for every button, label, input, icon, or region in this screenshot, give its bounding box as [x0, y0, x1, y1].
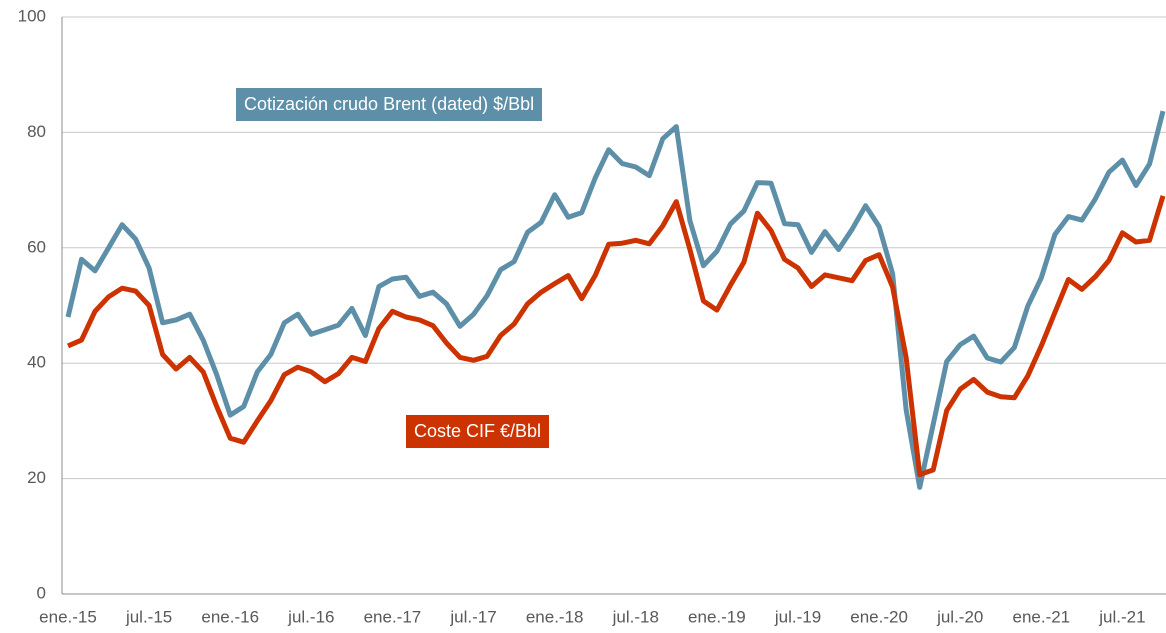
series-label: Coste CIF €/Bbl	[406, 415, 550, 448]
x-tick-label: jul.-20	[936, 607, 983, 626]
y-tick-label: 80	[27, 122, 46, 141]
x-tick-label: jul.-19	[774, 607, 821, 626]
y-tick-label: 0	[37, 583, 46, 602]
x-tick-label: ene.-16	[201, 607, 259, 626]
y-tick-label: 40	[27, 353, 46, 372]
y-tick-label: 60	[27, 237, 46, 256]
x-tick-label: ene.-21	[1012, 607, 1070, 626]
x-tick-label: jul.-18	[612, 607, 659, 626]
series-line	[67, 195, 1166, 478]
x-tick-label: ene.-18	[526, 607, 584, 626]
x-tick-label: ene.-15	[39, 607, 97, 626]
x-tick-label: jul.-21	[1098, 607, 1145, 626]
y-tick-label: 100	[18, 6, 46, 25]
x-tick-label: jul.-15	[125, 607, 172, 626]
series-label: Cotización crudo Brent (dated) $/Bbl	[236, 88, 543, 121]
x-tick-label: ene.-20	[850, 607, 908, 626]
x-tick-label: jul.-17	[449, 607, 496, 626]
series-line	[65, 110, 1166, 490]
x-tick-label: jul.-16	[287, 607, 334, 626]
y-tick-label: 20	[27, 468, 46, 487]
x-tick-label: ene.-17	[364, 607, 422, 626]
x-tick-label: ene.-19	[688, 607, 746, 626]
